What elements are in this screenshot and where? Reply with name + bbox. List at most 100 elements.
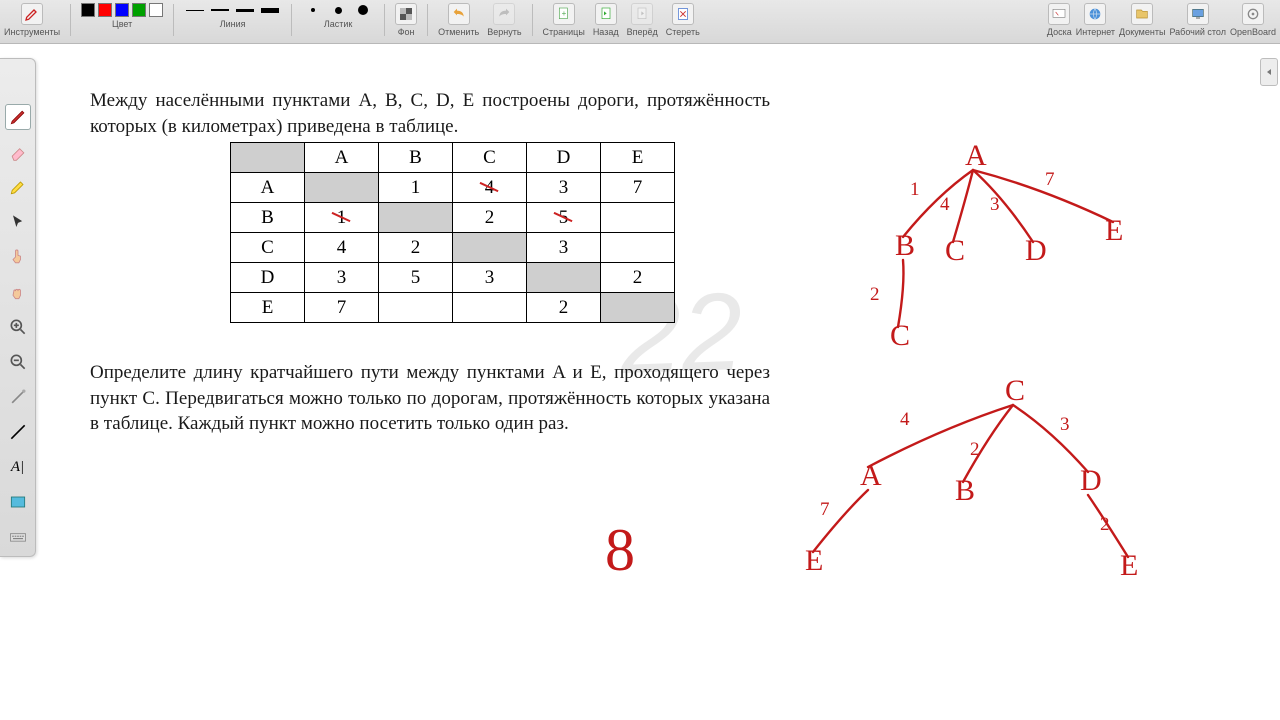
redo-icon[interactable] [493, 3, 515, 25]
table-cell: 1 [305, 203, 379, 233]
table-cell [527, 263, 601, 293]
tool-group-openboard: OpenBoard [1230, 2, 1276, 37]
svg-text:3: 3 [1060, 414, 1070, 435]
table-header: A [305, 143, 379, 173]
table-row-header: E [231, 293, 305, 323]
table-cell [453, 293, 527, 323]
hand-point-icon[interactable] [5, 244, 31, 270]
capture-icon[interactable] [5, 489, 31, 515]
svg-text:B: B [955, 474, 975, 507]
tool-group-undo: Отменить [438, 2, 479, 37]
line-width[interactable] [259, 3, 281, 17]
eraser-size[interactable] [302, 3, 324, 17]
hand-grab-icon[interactable] [5, 279, 31, 305]
highlighter-icon[interactable] [5, 174, 31, 200]
text-icon[interactable]: A| [5, 454, 31, 480]
tool-group-instruments: Инструменты [4, 2, 60, 37]
color-swatch[interactable] [81, 3, 95, 17]
svg-text:2: 2 [1100, 514, 1110, 535]
table-row-header: A [231, 173, 305, 203]
undo-icon[interactable] [448, 3, 470, 25]
table-cell: 1 [379, 173, 453, 203]
line-width[interactable] [234, 3, 256, 17]
eraser-size[interactable] [327, 3, 349, 17]
table-cell: 2 [601, 263, 675, 293]
tool-group-docs: Документы [1119, 2, 1165, 37]
color-swatch[interactable] [149, 3, 163, 17]
svg-text:D: D [1080, 464, 1102, 497]
label: Страницы [543, 26, 585, 37]
tool-group-forward: Вперёд [627, 2, 658, 37]
label: Назад [593, 26, 619, 37]
laser-icon[interactable] [5, 384, 31, 410]
label: Вернуть [487, 26, 521, 37]
table-cell: 3 [453, 263, 527, 293]
table-cell [601, 233, 675, 263]
background-icon[interactable] [395, 3, 417, 25]
table-cell: 2 [453, 203, 527, 233]
page-forward-icon[interactable] [631, 3, 653, 25]
table-cell [379, 203, 453, 233]
documents-icon[interactable] [1131, 3, 1153, 25]
right-panel-toggle[interactable] [1260, 58, 1278, 86]
label: Фон [398, 26, 415, 37]
tool-group-pages: + Страницы [543, 2, 585, 37]
eraser-icon[interactable] [5, 139, 31, 165]
table-cell: 2 [527, 293, 601, 323]
svg-text:B: B [895, 229, 915, 262]
table-cell: 7 [305, 293, 379, 323]
page-back-icon[interactable] [595, 3, 617, 25]
left-tool-palette: A| [0, 58, 36, 557]
table-cell: 3 [305, 263, 379, 293]
color-swatch[interactable] [115, 3, 129, 17]
pages-icon[interactable]: + [553, 3, 575, 25]
line-width[interactable] [184, 3, 206, 17]
tool-group-back: Назад [593, 2, 619, 37]
svg-text:+: + [561, 9, 566, 18]
pen-icon[interactable] [5, 104, 31, 130]
table-cell: 4 [453, 173, 527, 203]
tool-group-erase-page: Стереть [666, 2, 700, 37]
zoom-in-icon[interactable] [5, 314, 31, 340]
svg-text:E: E [805, 544, 823, 577]
zoom-out-icon[interactable] [5, 349, 31, 375]
table-row-header: D [231, 263, 305, 293]
svg-text:D: D [1025, 234, 1047, 267]
svg-text:7: 7 [1045, 169, 1055, 190]
label: Документы [1119, 26, 1165, 37]
svg-text:A: A [965, 139, 987, 172]
tool-group-color: Цвет [81, 2, 163, 29]
table-cell [379, 293, 453, 323]
board-icon[interactable] [1048, 3, 1070, 25]
table-cell [601, 293, 675, 323]
tool-group-line: Линия [184, 2, 281, 29]
pointer-icon[interactable] [5, 209, 31, 235]
web-icon[interactable] [1084, 3, 1106, 25]
color-swatch[interactable] [132, 3, 146, 17]
label: OpenBoard [1230, 26, 1276, 37]
desktop-icon[interactable] [1187, 3, 1209, 25]
table-row-header: C [231, 233, 305, 263]
svg-text:4: 4 [940, 194, 950, 215]
line-icon[interactable] [5, 419, 31, 445]
tool-group-bg: Фон [395, 2, 417, 37]
svg-text:C: C [945, 234, 965, 267]
table-cell: 5 [379, 263, 453, 293]
problem-paragraph-2: Определите длину кратчайшего пути между … [90, 360, 770, 437]
table-header [231, 143, 305, 173]
label: Инструменты [4, 26, 60, 37]
table-row-header: B [231, 203, 305, 233]
svg-text:7: 7 [820, 499, 830, 520]
keyboard-icon[interactable] [5, 524, 31, 550]
eraser-size[interactable] [352, 3, 374, 17]
document-canvas[interactable]: 22 Между населёнными пунктами A, B, C, D… [60, 70, 1240, 710]
line-width[interactable] [209, 3, 231, 17]
erase-page-icon[interactable] [672, 3, 694, 25]
pen-tool-icon[interactable] [21, 3, 43, 25]
table-cell: 5 [527, 203, 601, 233]
openboard-icon[interactable] [1242, 3, 1264, 25]
top-toolbar: Инструменты Цвет Линия Ластик Фон Отмени… [0, 0, 1280, 44]
svg-text:C: C [890, 319, 910, 352]
label: Интернет [1076, 26, 1115, 37]
color-swatch[interactable] [98, 3, 112, 17]
